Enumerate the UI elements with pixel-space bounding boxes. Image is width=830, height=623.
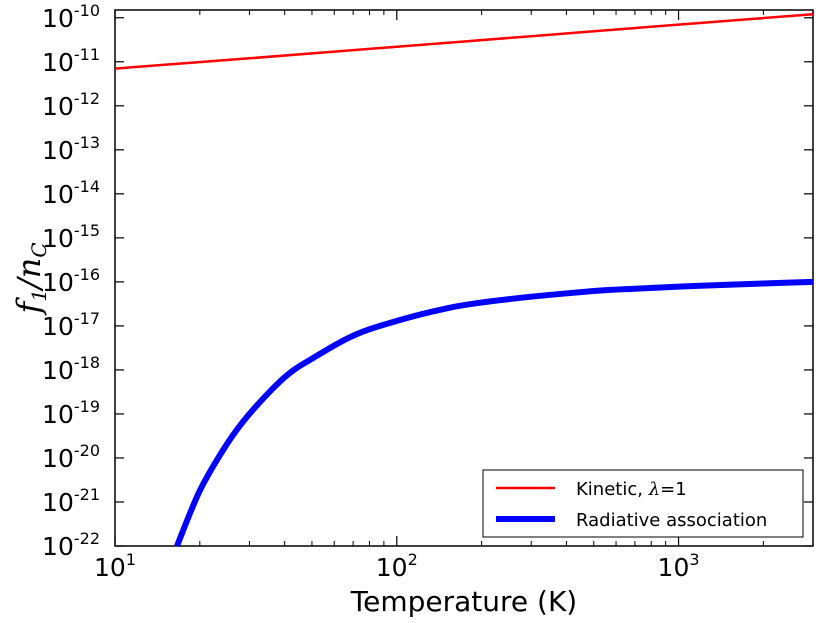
- y-axis-title: f1/nC: [10, 242, 51, 315]
- series-kinetic-line: [114, 13, 814, 70]
- plot-frame: [114, 9, 814, 547]
- x-tick-label: 103: [658, 550, 700, 582]
- y-axis: 10-22 10-21 10-20 10-19 10-18 10-17 10-16 10-15…: [42, 1, 813, 561]
- legend: Kinetic, λ=1 Radiative association: [482, 469, 804, 538]
- series-layer: [114, 13, 814, 548]
- x-tick-label: 102: [376, 550, 418, 582]
- legend-box: [482, 469, 804, 538]
- series-radiative-association-line: [174, 278, 814, 548]
- y-tick-label: 10-10: [42, 1, 100, 33]
- y-tick-label: 10-14: [42, 177, 100, 209]
- y-tick-label: 10-13: [42, 133, 100, 165]
- y-tick-label: 10-11: [42, 45, 100, 77]
- y-tick-label: 10-18: [42, 353, 100, 385]
- y-tick-label: 10-15: [42, 221, 100, 253]
- y-tick-label: 10-16: [42, 265, 100, 297]
- x-axis: 101 102 103: [94, 10, 814, 582]
- y-tick-label: 10-21: [42, 485, 100, 517]
- y-tick-label: 10-12: [42, 89, 100, 121]
- x-axis-title: Temperature (K): [350, 585, 577, 618]
- y-tick-label: 10-19: [42, 397, 100, 429]
- y-tick-label: 10-20: [42, 441, 100, 473]
- y-tick-label: 10-17: [42, 309, 100, 341]
- y-tick-label: 10-22: [42, 529, 100, 561]
- legend-radiative-label: Radiative association: [576, 510, 767, 531]
- x-tick-label: 101: [94, 550, 136, 582]
- legend-kinetic-label: Kinetic, λ=1: [576, 479, 687, 500]
